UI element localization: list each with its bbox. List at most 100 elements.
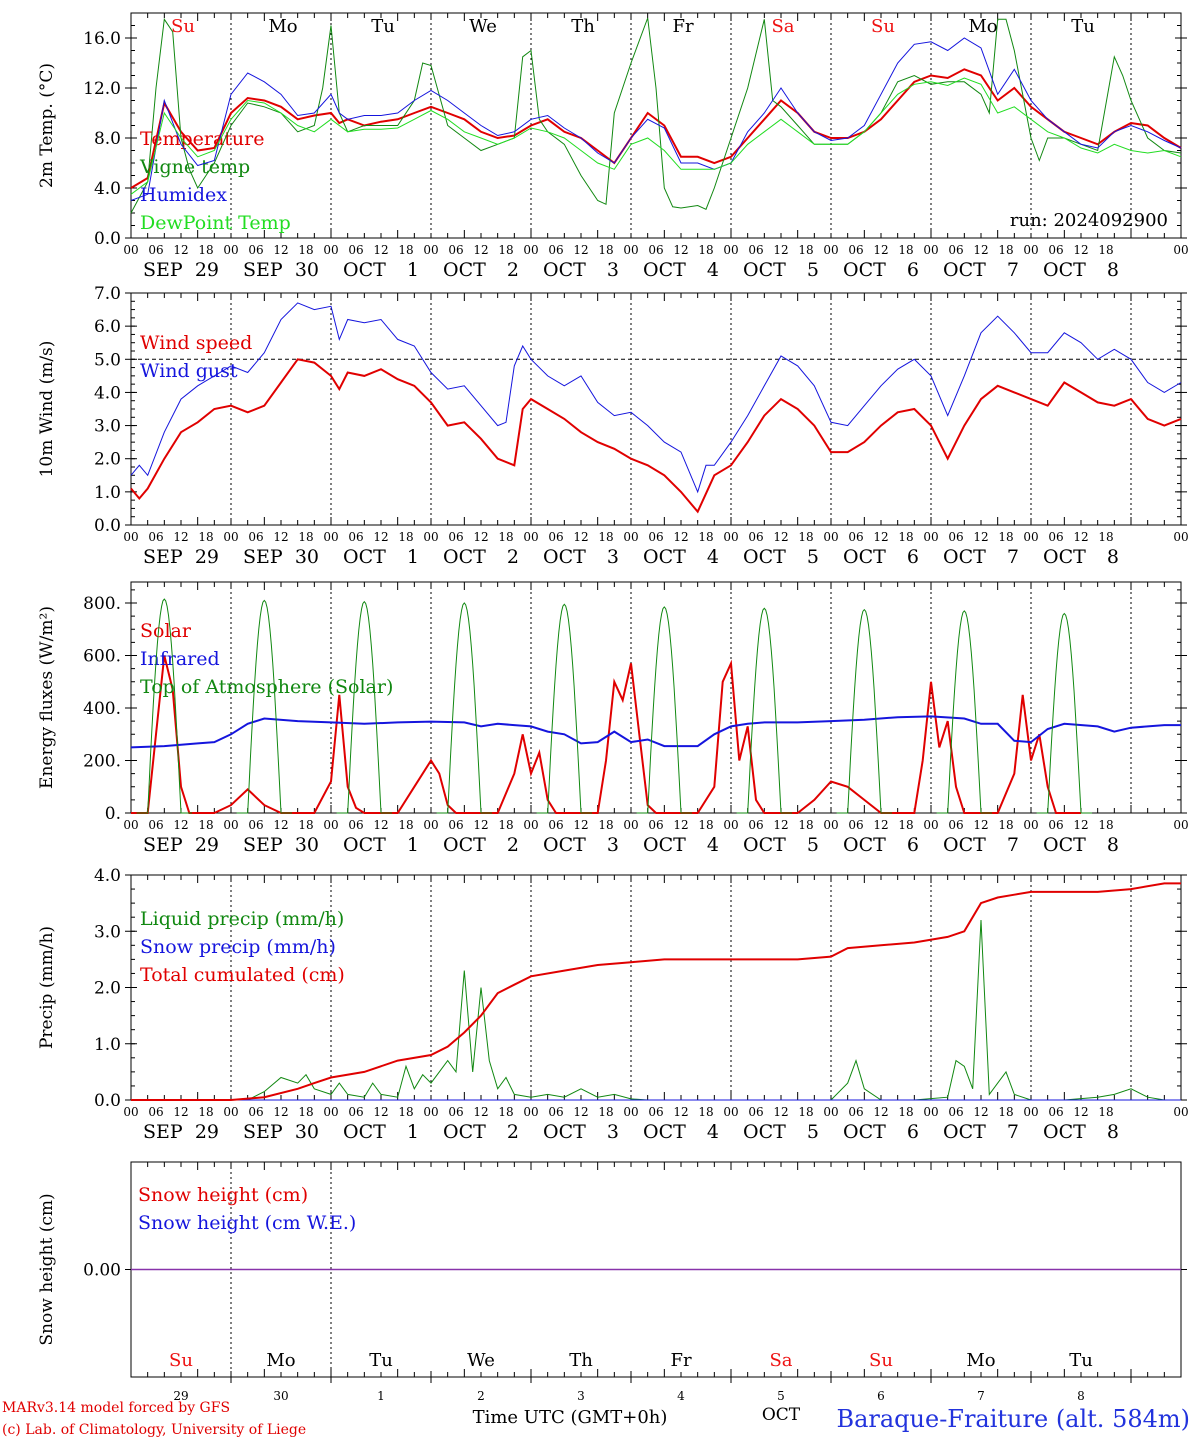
day-number-label: 30 [273,1389,288,1403]
toa-solar-arc [1036,612,1093,814]
y-tick-label: 12.0 [83,79,121,99]
hour-tick-label: 18 [898,1105,913,1119]
hour-tick-label: 18 [1098,818,1113,832]
hour-tick-label: 12 [173,243,188,257]
hour-tick-label: 18 [998,1105,1013,1119]
hour-tick-label: 00 [523,818,538,832]
date-day-label: 6 [907,834,919,856]
hour-tick-label: 00 [923,530,938,544]
y-tick-label: 0. [105,804,121,824]
date-day-label: 8 [1107,834,1119,856]
hour-tick-label: 06 [948,818,963,832]
hour-tick-label: 06 [548,243,563,257]
date-day-label: 7 [1007,546,1019,568]
hour-tick-label: 00 [1173,1105,1188,1119]
y-axis-label: Precip (mm/h) [37,926,57,1049]
hour-tick-label: 06 [148,530,163,544]
date-month-label: OCT [743,1121,786,1143]
y-tick-label: 3.0 [94,417,121,437]
day-name-label: We [469,16,497,37]
date-day-label: 30 [295,834,319,856]
legend-entry: Total cumulated (cm) [140,964,345,986]
hour-tick-label: 00 [823,530,838,544]
hour-tick-label: 12 [473,1105,488,1119]
panel-2: 0.0 1.0 2.0 3.0 4.0 5.0 6.0 7.0 10m Wind (m/s) Wi… [37,284,1189,568]
day-name-label: Su [169,1350,193,1371]
hour-tick-label: 00 [423,818,438,832]
date-day-label: 6 [907,1121,919,1143]
hour-tick-label: 06 [248,818,263,832]
plot-frame [130,12,1182,239]
toa-solar-arc [736,607,793,814]
y-tick-label: 800. [83,594,121,614]
hour-tick-label: 06 [948,530,963,544]
date-day-label: 29 [195,834,219,856]
hour-tick-label: 12 [773,818,788,832]
hour-tick-label: 06 [548,1105,563,1119]
hour-tick-label: 12 [173,818,188,832]
hour-tick-label: 00 [323,243,338,257]
y-tick-label: 3.0 [94,922,121,942]
hour-tick-label: 06 [1048,530,1063,544]
hour-tick-label: 06 [1048,1105,1063,1119]
y-tick-label: 4.0 [94,866,121,886]
day-name-label: Tu [369,1350,393,1371]
date-day-label: 2 [507,546,519,568]
series-line-top-of-atmosphere [136,598,1093,814]
date-day-label: 7 [1007,1121,1019,1143]
legend-entry: Temperature [140,128,264,150]
hour-tick-label: 06 [748,818,763,832]
hour-tick-label: 18 [198,1105,213,1119]
lab-credit: (c) Lab. of Climatology, University of L… [2,1422,306,1438]
hour-tick-label: 00 [723,1105,738,1119]
hour-tick-label: 06 [648,530,663,544]
date-month-label: OCT [743,546,786,568]
panel-4: 0.0 1.0 2.0 3.0 4.0 Precip (mm/h) Liquid preci… [37,866,1189,1143]
date-month-label: OCT [1043,834,1086,856]
date-month-label: OCT [543,546,586,568]
date-day-label: 3 [607,546,619,568]
hour-tick-label: 18 [698,1105,713,1119]
date-month-label: SEP [143,259,183,281]
run-label: run: 2024092900 [1010,210,1168,231]
legend-entry: Snow height (cm) [138,1184,308,1206]
legend-entry: Top of Atmosphere (Solar) [140,676,393,698]
date-day-label: 2 [507,259,519,281]
date-day-label: 8 [1107,546,1119,568]
hour-tick-label: 00 [923,818,938,832]
hour-tick-label: 06 [748,530,763,544]
date-day-label: 7 [1007,834,1019,856]
y-tick-label: 200. [83,752,121,772]
day-name-label: Sa [771,16,794,37]
day-name-label: Th [569,1350,593,1371]
y-tick-label: 400. [83,699,121,719]
hour-tick-label: 12 [573,243,588,257]
series-line-total-cumulated-cm- [131,882,1181,1101]
date-month-label: OCT [443,259,486,281]
hour-tick-label: 18 [1098,530,1113,544]
day-name-label: Mo [966,1350,995,1371]
legend-entry: Humidex [140,184,227,206]
hour-tick-label: 06 [148,818,163,832]
toa-solar-arc [936,610,993,814]
date-day-label: 8 [1107,259,1119,281]
date-day-label: 3 [607,834,619,856]
hour-tick-label: 18 [698,818,713,832]
hour-tick-label: 00 [923,243,938,257]
hour-tick-label: 12 [873,1105,888,1119]
toa-solar-arc [536,603,593,814]
toa-solar-arc [136,598,193,814]
date-day-label: 2 [507,1121,519,1143]
model-credit: MARv3.14 model forced by GFS [2,1400,230,1416]
hour-tick-label: 18 [598,1105,613,1119]
date-day-label: 3 [607,1121,619,1143]
hour-tick-label: 00 [1023,1105,1038,1119]
hour-tick-label: 06 [948,243,963,257]
y-tick-label: 1.0 [94,1035,121,1055]
hour-tick-label: 00 [823,243,838,257]
hour-tick-label: 06 [148,243,163,257]
date-month-label: SEP [243,1121,283,1143]
date-day-label: 7 [1007,259,1019,281]
hour-tick-label: 18 [898,818,913,832]
hour-tick-label: 12 [773,243,788,257]
